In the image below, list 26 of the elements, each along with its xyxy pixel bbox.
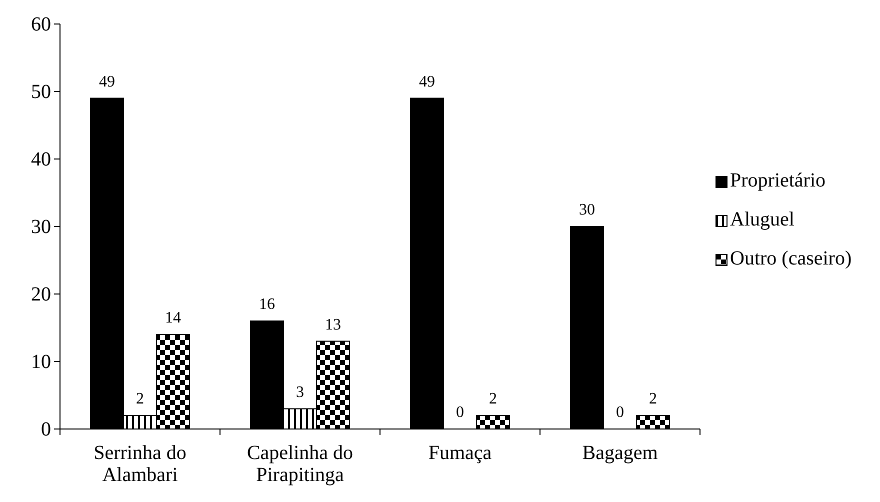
data-label: 0 [616, 404, 624, 421]
x-tick-label: Serrinha do Alambari [94, 442, 186, 486]
data-label: 3 [296, 384, 304, 401]
data-label: 16 [259, 296, 275, 313]
x-tick-label: Fumaça [428, 442, 492, 464]
y-tick-label: 60 [31, 13, 51, 36]
data-label: 49 [419, 73, 435, 90]
data-label: 2 [649, 390, 657, 408]
y-tick-label: 0 [41, 418, 51, 440]
data-label: 30 [579, 202, 595, 218]
x-tick-label: Capelinha do Pirapitinga [246, 442, 354, 486]
legend-label: Aluguel [730, 208, 795, 230]
y-tick-label: 20 [31, 283, 51, 306]
y-tick-label: 40 [31, 148, 51, 170]
y-tick-label: 50 [31, 80, 51, 103]
y-tick-label: 10 [31, 350, 51, 373]
x-tick-label: Bagagem [582, 442, 658, 464]
data-label: 2 [136, 390, 144, 408]
data-label: 2 [489, 390, 497, 408]
data-label: 49 [99, 73, 115, 90]
data-label: 13 [325, 316, 341, 334]
legend-label: Proprietário [730, 170, 826, 192]
data-label: 0 [456, 404, 464, 421]
data-label: 14 [165, 310, 181, 326]
legend-label: Outro (caseiro) [730, 248, 852, 270]
y-tick-label: 30 [31, 216, 51, 238]
